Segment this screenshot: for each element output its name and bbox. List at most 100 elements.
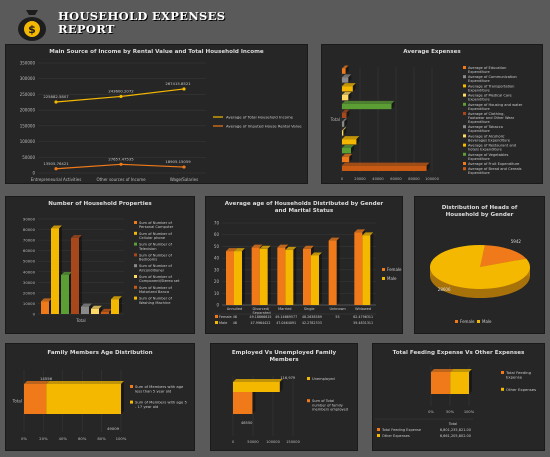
age-table-value: 46 [233,321,237,325]
family-x-tick: 100% [116,436,127,441]
income-point [119,162,123,166]
gender-legend-swatch [455,320,458,323]
avg-expenses-panel: Average Expenses 0 20000 40000 60000 80000 10… [321,44,543,184]
feeding-x-tick: 100% [464,410,475,414]
feeding-bar-segment [450,372,469,394]
avgexp-legend-label: Average of Housing and water Expenditure [468,103,523,111]
average-age-bar-chart: 70 60 50 40 30 20 10 0 Annulled Divorced/Separate… [214,221,402,326]
age-x-tick: Unknown [330,307,346,311]
gender-pie-slice [430,245,530,289]
age-table-value: 42.2782333 [302,321,322,325]
age-table-value: 49.18866615 [249,315,271,319]
age-x-tick: Annulled [227,307,242,311]
age-bar [226,251,234,305]
income-x-tick: Entrepreneurial Activities [31,177,82,182]
feeding-table-swatch [377,434,380,437]
household-properties-panel: Number of Household Properties 90000 8000… [5,196,195,334]
income-x-tick: Other sources of Income [96,177,146,182]
income-chart-panel: Main Source of Income by Rental Value an… [5,44,308,184]
avgexp-legend-label: Average of Bread and Cereals Expenditure [468,167,522,175]
income-point [182,165,186,169]
avgexp-bar [342,112,347,118]
feeding-x-tick: 50% [446,410,455,414]
family-bar-segment-top [24,381,50,384]
props-bar-side [99,305,102,314]
family-bar-segment-top [46,381,124,384]
avgexp-legend-swatch [463,167,466,171]
avgexp-bar-top [342,153,353,157]
avgexp-legend-swatch [463,125,466,129]
props-bar [51,228,59,314]
family-x-tick: 20% [39,436,48,441]
gender-pie-chart: 5942 28606 Female Male [430,239,530,324]
age-legend-label: Female [387,267,402,272]
feeding-bar-segment-top [450,369,472,372]
income-chart-title: Main Source of Income by Rental Value an… [49,49,264,55]
age-table-value: 47.0464091 [276,321,296,325]
age-y-tick: 20 [214,279,220,284]
family-age-panel: Family Members Age Distribution 0% 20% 40%… [5,343,195,451]
props-legend-swatch [134,264,137,268]
income-y-tick: 100000 [20,139,36,144]
props-bar [111,299,119,314]
props-legend-label: Sum of Number of Washing Machine [139,297,173,305]
age-bar-top [311,252,322,256]
avgexp-bar-top [342,100,395,104]
employ-x-tick: 50000 [247,440,259,444]
employ-bar-segment-side [252,389,256,414]
age-legend-swatch [382,277,385,280]
family-legend-swatch [130,385,133,388]
family-x-tick: 80% [97,436,106,441]
income-legend-label: Average of Imputed House Rental Value [226,124,302,129]
avgexp-bar-side [348,92,352,101]
employ-data-label: 48550 [241,421,253,425]
props-y-tick: 10000 [23,301,36,306]
props-legend-label: Sum of Number of Bedrooms [139,253,173,261]
income-point [182,87,186,91]
avgexp-bar-top [342,145,354,148]
avgexp-bar-top [342,109,350,113]
avgexp-legend-label: Average of Fruit Expenditure [468,162,520,166]
props-legend-label: Sum of Number of Personal Computer [139,221,174,229]
props-bar-top [51,225,62,229]
feeding-table-value: 6,801,235,821.00 [440,428,471,432]
feeding-table-series-name: Total Feeding Expense [381,428,421,432]
family-x-tick: 40% [59,436,68,441]
feeding-table-value: 6,661,205,802.00 [440,434,471,438]
feeding-bar-segment [431,372,451,394]
gender-slice-label: 28606 [438,287,451,292]
feeding-legend-label: Other Expenses [506,387,536,392]
age-bar-top [251,244,263,248]
age-bar [354,232,363,305]
props-y-tick: 40000 [23,269,36,274]
age-y-tick: 40 [214,256,220,261]
feeding-legend-swatch [501,387,504,391]
income-point [54,100,58,104]
props-y-tick: 90000 [23,217,36,222]
avgexp-bar-side [344,118,348,127]
employ-bar-segment [233,392,253,414]
avgexp-bar-side [351,145,354,154]
family-legend-label: Sum of Members with age 5- 17 year old [135,401,187,409]
employ-x-tick: 150000 [286,440,300,444]
income-data-label: 27657.47535 [108,156,134,161]
avgexp-x-tick: 100000 [425,177,439,181]
age-table-swatch [215,321,218,324]
avgexp-bar-top [342,118,348,122]
avgexp-bar-side [391,100,395,110]
props-legend-swatch [134,231,137,235]
avgexp-bar [342,156,350,163]
avgexp-legend-swatch [463,84,466,88]
age-bar-top [303,245,314,249]
props-legend-swatch [134,253,137,257]
avgexp-bar [342,139,357,145]
avg-expenses-title: Average Expenses [403,49,461,55]
age-x-tick: Single [304,307,315,311]
avgexp-legend-label: Average of Alcoholic Beverages Expenditur… [468,134,511,142]
feeding-bar-segment-side [469,369,472,394]
income-point [119,94,123,99]
family-legend-swatch [130,400,133,404]
age-bar [311,255,319,305]
family-bar-segment [46,384,121,414]
avgexp-legend-label: Average of Education Expenditure [468,66,506,74]
